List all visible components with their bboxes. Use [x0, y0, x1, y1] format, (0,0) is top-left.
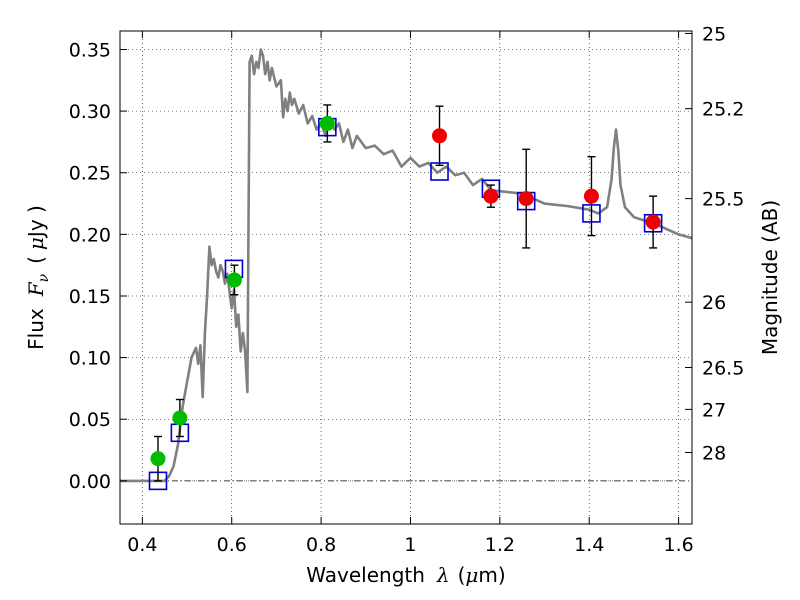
y-tick-label: 0.00: [69, 471, 111, 493]
magnitude-axis-label: Magnitude (AB): [758, 200, 782, 355]
y-tick-label: 0.25: [69, 163, 111, 185]
x-tick-label: 0.8: [306, 534, 336, 556]
y-axis-label: FluxFν(μJy ): [24, 205, 52, 350]
photometry-point: [518, 191, 534, 207]
x-tick-label: 1.2: [485, 534, 515, 556]
magnitude-tick-label: 27: [702, 399, 726, 421]
x-tick-label: 0.6: [217, 534, 247, 556]
magnitude-tick-label: 25.5: [702, 189, 744, 211]
model-sed-line: [120, 48, 692, 483]
photometry-point: [645, 214, 661, 230]
magnitude-tick-label: 28: [702, 443, 726, 465]
x-tick-label: 0.4: [127, 534, 157, 556]
x-axis-label: Wavelength λ (μm): [306, 563, 505, 587]
photometry-point: [226, 272, 242, 288]
y-tick-label: 0.10: [69, 348, 111, 370]
photometry-point: [150, 451, 166, 467]
magnitude-tick-label: 25: [702, 23, 726, 45]
photometry-point: [583, 188, 599, 204]
y-tick-label: 0.30: [69, 101, 111, 123]
grid: [120, 31, 692, 524]
y-tick-label: 0.20: [69, 224, 111, 246]
axis-tick-labels: 0.4 0.6 0.8 1 1.2 1.4 1.6 0.00 0.05 0.10 0.15 0.20 0…: [69, 23, 745, 556]
photometry-point: [483, 188, 499, 204]
plot-area: [120, 48, 692, 491]
axis-ticks: [120, 31, 692, 524]
y-tick-label: 0.15: [69, 286, 111, 308]
x-tick-label: 1: [404, 534, 416, 556]
magnitude-tick-label: 26.5: [702, 357, 744, 379]
photometry-point: [172, 410, 188, 426]
x-tick-label: 1.4: [574, 534, 604, 556]
magnitude-tick-label: 25.2: [702, 99, 744, 121]
photometry-point: [319, 115, 335, 131]
y-tick-label: 0.35: [69, 39, 111, 61]
plot-frame: [119, 30, 693, 525]
magnitude-tick-label: 26: [702, 292, 726, 314]
y-tick-label: 0.05: [69, 409, 111, 431]
x-tick-label: 1.6: [663, 534, 693, 556]
photometry-point: [432, 128, 448, 144]
